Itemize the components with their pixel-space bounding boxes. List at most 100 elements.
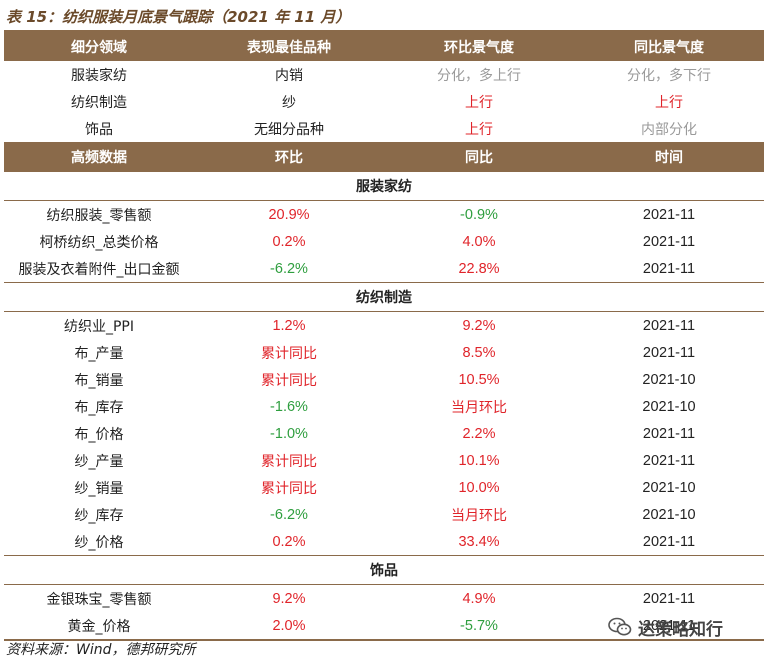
mom-cell: -6.2%	[270, 260, 308, 277]
time-cell: 2021-11	[642, 317, 696, 334]
table-row: 纺织业_PPI 1.2% 9.2% 2021-11	[4, 312, 764, 340]
wechat-icon	[608, 617, 632, 636]
time-cell: 2021-11	[642, 533, 696, 550]
section-row-jewelry: 饰品	[4, 555, 764, 585]
yoy-cell: -0.9%	[460, 206, 498, 223]
indicator-cell: 布_库存	[74, 399, 124, 416]
yoy-cell: -5.7%	[384, 612, 574, 641]
yoy-cell: 9.2%	[462, 317, 496, 334]
indicator-cell: 柯桥纺织_总类价格	[39, 234, 159, 251]
yoy-cell: 4.0%	[462, 233, 496, 250]
table-row: 纱_销量 累计同比 10.0% 2021-10	[4, 474, 764, 501]
table-row: 金银珠宝_零售额 9.2% 4.9% 2021-11	[4, 585, 764, 613]
title-rule	[4, 30, 764, 32]
indicator-cell: 布_产量	[74, 345, 124, 362]
yoy-cell: 当月环比	[451, 399, 507, 416]
yoy-cell: 上行	[655, 94, 683, 111]
header-yoy: 同比	[384, 142, 574, 172]
time-cell: 2021-11	[642, 590, 696, 607]
time-cell: 2021-11	[642, 206, 696, 223]
indicator-cell: 布_销量	[74, 372, 124, 389]
header-best: 表现最佳品种	[194, 32, 384, 61]
mom-cell: 累计同比	[261, 345, 317, 362]
mom-cell: 上行	[465, 121, 493, 138]
time-cell: 2021-11	[642, 260, 696, 277]
mom-cell: 9.2%	[272, 590, 306, 607]
indicator-cell: 服装及衣着附件_出口金额	[18, 261, 180, 278]
table-row: 纺织制造 纱 上行 上行	[4, 88, 764, 115]
section-title: 饰品	[4, 555, 764, 585]
yoy-cell: 2.2%	[462, 425, 496, 442]
time-cell: 2021-11	[574, 612, 764, 641]
best-cell: 无细分品种	[254, 121, 324, 138]
indicator-cell: 纱_库存	[74, 507, 124, 524]
table-row: 黄金_价格 2.0% -5.7% 2021-11	[4, 612, 764, 641]
freq-header-row: 高频数据 环比 同比 时间	[4, 142, 764, 172]
time-cell: 2021-10	[642, 479, 696, 496]
yoy-cell: 内部分化	[641, 121, 697, 138]
mom-cell: -1.6%	[270, 398, 308, 415]
mom-cell: -6.2%	[270, 506, 308, 523]
time-cell: 2021-11	[642, 425, 696, 442]
mom-cell: 上行	[465, 94, 493, 111]
header-indicator: 高频数据	[4, 142, 194, 172]
yoy-cell: 4.9%	[462, 590, 496, 607]
mom-cell: 1.2%	[272, 317, 306, 334]
section-title: 纺织制造	[4, 282, 764, 312]
yoy-cell: 当月环比	[451, 507, 507, 524]
mom-cell: 分化，多上行	[437, 67, 521, 84]
header-mom: 环比	[194, 142, 384, 172]
table-row: 饰品 无细分品种 上行 内部分化	[4, 115, 764, 142]
best-cell: 纱	[282, 94, 296, 111]
time-cell: 2021-10	[642, 398, 696, 415]
time-cell: 2021-11	[642, 452, 696, 469]
table-row: 布_价格 -1.0% 2.2% 2021-11	[4, 420, 764, 447]
header-yoy-sentiment: 同比景气度	[574, 32, 764, 61]
section-row-apparel: 服装家纺	[4, 171, 764, 201]
mom-cell: 累计同比	[261, 372, 317, 389]
watermark: 达策略知行	[608, 613, 723, 641]
mom-cell: 0.2%	[272, 533, 306, 550]
table-row: 纱_价格 0.2% 33.4% 2021-11	[4, 528, 764, 556]
indicator-cell: 纺织业_PPI	[63, 318, 134, 335]
yoy-cell: 10.1%	[458, 452, 500, 469]
mom-cell: 0.2%	[272, 233, 306, 250]
segment-cell: 饰品	[85, 121, 113, 138]
mom-cell: 累计同比	[261, 453, 317, 470]
header-segment: 细分领域	[4, 32, 194, 61]
indicator-cell: 金银珠宝_零售额	[46, 591, 152, 608]
indicator-cell: 黄金_价格	[4, 612, 194, 641]
watermark-text: 达策略知行	[638, 619, 723, 640]
table-row: 布_产量 累计同比 8.5% 2021-11	[4, 339, 764, 366]
indicator-cell: 纱_产量	[74, 453, 124, 470]
indicator-cell: 布_价格	[74, 426, 124, 443]
mom-cell: 20.9%	[268, 206, 310, 223]
mom-cell: 累计同比	[261, 480, 317, 497]
yoy-cell: 分化，多下行	[627, 67, 711, 84]
best-cell: 内销	[275, 67, 303, 84]
table-row: 布_销量 累计同比 10.5% 2021-10	[4, 366, 764, 393]
table-title: 表 15：纺织服装月底景气跟踪（2021 年 11 月）	[6, 8, 351, 26]
mom-cell: -1.0%	[270, 425, 308, 442]
time-cell: 2021-10	[642, 371, 696, 388]
time-cell: 2021-11	[642, 344, 696, 361]
yoy-cell: 8.5%	[462, 344, 496, 361]
section-row-manufacturing: 纺织制造	[4, 282, 764, 312]
header-time: 时间	[574, 142, 764, 172]
yoy-cell: 33.4%	[458, 533, 500, 550]
time-cell: 2021-11	[642, 233, 696, 250]
segment-cell: 纺织制造	[71, 94, 127, 111]
table-row: 服装家纺 内销 分化，多上行 分化，多下行	[4, 61, 764, 88]
yoy-cell: 10.5%	[458, 371, 500, 388]
yoy-cell: 22.8%	[458, 260, 500, 277]
table-row: 纱_库存 -6.2% 当月环比 2021-10	[4, 501, 764, 528]
segment-cell: 服装家纺	[71, 67, 127, 84]
section-title: 服装家纺	[4, 171, 764, 201]
table-row: 纱_产量 累计同比 10.1% 2021-11	[4, 447, 764, 474]
time-cell: 2021-10	[642, 506, 696, 523]
sentiment-table: 细分领域 表现最佳品种 环比景气度 同比景气度 服装家纺 内销 分化，多上行 分…	[4, 32, 764, 641]
table-row: 纺织服装_零售额 20.9% -0.9% 2021-11	[4, 201, 764, 229]
top-header-row: 细分领域 表现最佳品种 环比景气度 同比景气度	[4, 32, 764, 61]
indicator-cell: 纱_销量	[74, 480, 124, 497]
indicator-cell: 纺织服装_零售额	[46, 207, 152, 224]
